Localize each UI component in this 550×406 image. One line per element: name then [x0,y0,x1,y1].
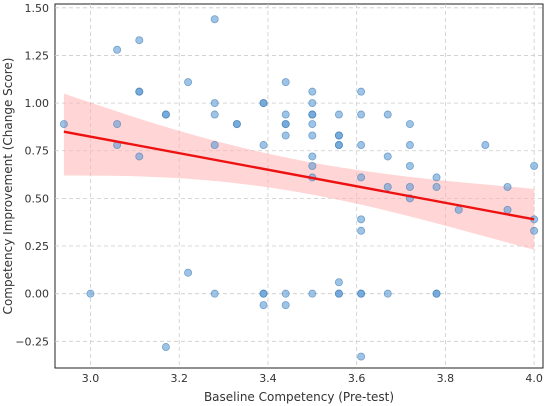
grid-lines [55,4,543,368]
data-point [405,141,414,150]
data-point [481,141,490,150]
data-point [383,110,392,119]
data-point [405,182,414,191]
regression-line [63,130,535,221]
data-point [357,352,366,361]
data-point [281,78,290,87]
x-tick-label: 3.4 [259,372,277,385]
data-point [161,110,170,119]
x-tick-label: 3.0 [82,372,100,385]
y-tick-label: 0.25 [25,240,50,253]
confidence-band [63,93,535,250]
data-point [357,110,366,119]
data-point [334,278,343,287]
y-tick-label: 1.25 [25,49,50,62]
data-point [334,131,343,140]
data-point [432,182,441,191]
data-point [210,141,219,150]
data-point [405,120,414,129]
data-point [357,87,366,96]
data-point [135,152,144,161]
x-tick-label: 3.2 [170,372,188,385]
data-point [259,141,268,150]
data-point [383,182,392,191]
data-point [334,110,343,119]
data-point [405,161,414,170]
y-tick-label: 1.50 [25,2,50,15]
x-axis-label: Baseline Competency (Pre-test) [204,390,394,404]
data-point [357,173,366,182]
data-point [210,15,219,24]
data-point [86,289,95,298]
data-point [184,78,193,87]
y-axis-label: Competency Improvement (Change Score) [1,58,15,315]
data-point [334,289,343,298]
data-point [308,289,317,298]
y-tick-label: 0.50 [25,192,50,205]
data-point [357,141,366,150]
data-point [454,205,463,214]
data-point [530,161,539,170]
x-tick-label: 3.6 [348,372,366,385]
data-point [232,120,241,129]
data-point [135,87,144,96]
data-point [383,152,392,161]
data-point [59,120,68,129]
data-point [281,110,290,119]
y-tick-label: 0.75 [25,145,50,158]
data-point [383,289,392,298]
data-point [259,301,268,310]
data-point [113,45,122,54]
data-point [308,131,317,140]
data-point [210,289,219,298]
x-tick-label: 3.8 [437,372,455,385]
y-tick-label: 0.00 [25,288,50,301]
data-point [281,289,290,298]
data-point [308,99,317,108]
data-point [357,226,366,235]
data-point [161,343,170,352]
confidence-band-layer [63,93,535,250]
data-point [113,120,122,129]
data-point [503,205,512,214]
data-point [210,110,219,119]
x-tick-label: 4.0 [525,372,543,385]
data-point [308,87,317,96]
data-point [135,36,144,45]
data-point [259,289,268,298]
data-point [281,120,290,129]
data-point [357,289,366,298]
y-tick-label: −0.25 [15,335,49,348]
data-point [281,131,290,140]
tick-labels: 3.0 3.2 3.4 3.6 3.8 4.0 −0.25 0.00 0.25 0.50 0.75 1… [15,2,543,385]
data-point [334,141,343,150]
data-point [308,110,317,119]
data-point [184,268,193,277]
data-point [308,152,317,161]
data-point [503,182,512,191]
data-point [210,99,219,108]
data-point [357,215,366,224]
data-point [259,99,268,108]
data-point [308,161,317,170]
data-point [308,120,317,129]
y-tick-label: 1.00 [25,97,50,110]
data-point [530,226,539,235]
data-point [281,301,290,310]
data-point [432,289,441,298]
regression-line-layer [63,130,535,221]
data-points [59,15,539,361]
data-point [432,173,441,182]
